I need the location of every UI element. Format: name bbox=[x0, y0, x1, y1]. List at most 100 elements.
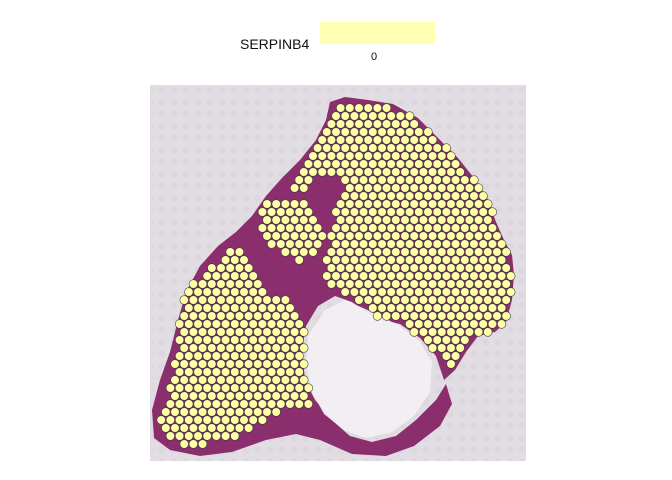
spot-point bbox=[395, 143, 406, 153]
spot-point bbox=[161, 407, 171, 417]
spot-point bbox=[331, 255, 341, 265]
spot-point bbox=[405, 127, 415, 137]
spot-point bbox=[188, 295, 198, 305]
legend-tick-label: 0 bbox=[371, 51, 378, 63]
spot-point bbox=[345, 167, 355, 177]
spot-point bbox=[474, 311, 484, 321]
spot-point bbox=[441, 255, 452, 265]
spot-point bbox=[253, 295, 263, 305]
spot-point bbox=[382, 231, 392, 241]
spot-point bbox=[368, 175, 378, 185]
spot-point bbox=[225, 407, 235, 417]
spot-point bbox=[368, 127, 378, 137]
spot-point bbox=[234, 359, 244, 369]
spot-point bbox=[331, 207, 341, 217]
spot-point bbox=[414, 159, 424, 169]
spot-point bbox=[271, 199, 281, 209]
spot-point bbox=[354, 199, 364, 209]
spot-point bbox=[377, 287, 387, 297]
spot-point bbox=[262, 391, 272, 401]
spot-point bbox=[239, 415, 249, 425]
spot-point bbox=[423, 335, 433, 345]
spot-point bbox=[326, 247, 337, 257]
spot-point bbox=[271, 359, 281, 369]
spot-point bbox=[455, 247, 465, 257]
spot-point bbox=[492, 279, 502, 289]
spot-point bbox=[501, 279, 511, 289]
spot-point bbox=[303, 207, 314, 217]
spot-point bbox=[290, 359, 300, 369]
spot-point bbox=[340, 287, 350, 297]
spot-point bbox=[451, 239, 461, 249]
spot-point bbox=[363, 231, 373, 241]
spot-point bbox=[285, 351, 295, 361]
spot-point bbox=[290, 327, 300, 337]
spot-point bbox=[184, 415, 194, 425]
spot-point bbox=[428, 167, 438, 177]
spot-point bbox=[395, 159, 406, 169]
spot-point bbox=[391, 215, 401, 225]
spot-point bbox=[455, 199, 465, 209]
spot-point bbox=[211, 367, 221, 377]
spot-point bbox=[221, 271, 231, 281]
spot-point bbox=[234, 423, 244, 433]
spot-point bbox=[446, 215, 456, 225]
spot-point bbox=[368, 207, 378, 217]
spot-point bbox=[211, 319, 221, 329]
spot-point bbox=[441, 191, 452, 201]
spot-point bbox=[492, 231, 502, 241]
legend-colorbar bbox=[320, 22, 435, 44]
spot-point bbox=[423, 223, 433, 233]
spot-point bbox=[464, 215, 475, 225]
spot-point bbox=[391, 279, 401, 289]
spot-point bbox=[455, 183, 465, 193]
spot-point bbox=[441, 159, 452, 169]
spot-point bbox=[221, 287, 231, 297]
spot-point bbox=[290, 391, 300, 401]
spot-point bbox=[257, 399, 268, 409]
spot-point bbox=[345, 199, 355, 209]
spot-point bbox=[253, 343, 263, 353]
spot-point bbox=[372, 247, 383, 257]
spot-point bbox=[230, 287, 240, 297]
spot-point bbox=[239, 255, 249, 265]
spot-point bbox=[432, 239, 442, 249]
spot-point bbox=[349, 175, 360, 185]
spot-point bbox=[363, 199, 373, 209]
spot-point bbox=[207, 279, 217, 289]
spot-point bbox=[175, 399, 185, 409]
spot-point bbox=[294, 351, 304, 361]
spot-point bbox=[377, 255, 387, 265]
spot-point bbox=[414, 319, 424, 329]
spot-point bbox=[372, 135, 383, 145]
spot-point bbox=[441, 271, 452, 281]
spot-point bbox=[248, 287, 258, 297]
spot-point bbox=[193, 303, 203, 313]
spot-point bbox=[193, 335, 203, 345]
spot-point bbox=[175, 319, 185, 329]
spot-point bbox=[372, 279, 383, 289]
spot-point bbox=[400, 311, 410, 321]
spot-point bbox=[363, 183, 373, 193]
spot-point bbox=[368, 159, 378, 169]
spot-point bbox=[382, 135, 392, 145]
spot-point bbox=[409, 231, 419, 241]
spot-point bbox=[188, 311, 198, 321]
spot-point bbox=[483, 263, 493, 273]
spot-point bbox=[418, 167, 429, 177]
spot-point bbox=[441, 303, 452, 313]
spot-point bbox=[267, 207, 277, 217]
spot-point bbox=[331, 127, 341, 137]
spot-point bbox=[184, 319, 194, 329]
spot-point bbox=[377, 207, 387, 217]
spot-point bbox=[386, 111, 396, 121]
spot-point bbox=[451, 207, 461, 217]
spot-point bbox=[372, 231, 383, 241]
spot-point bbox=[303, 223, 314, 233]
spot-point bbox=[179, 295, 189, 305]
spot-point bbox=[372, 295, 383, 305]
spot-point bbox=[313, 239, 323, 249]
spot-point bbox=[234, 327, 244, 337]
spot-point bbox=[497, 319, 507, 329]
spot-point bbox=[299, 327, 309, 337]
